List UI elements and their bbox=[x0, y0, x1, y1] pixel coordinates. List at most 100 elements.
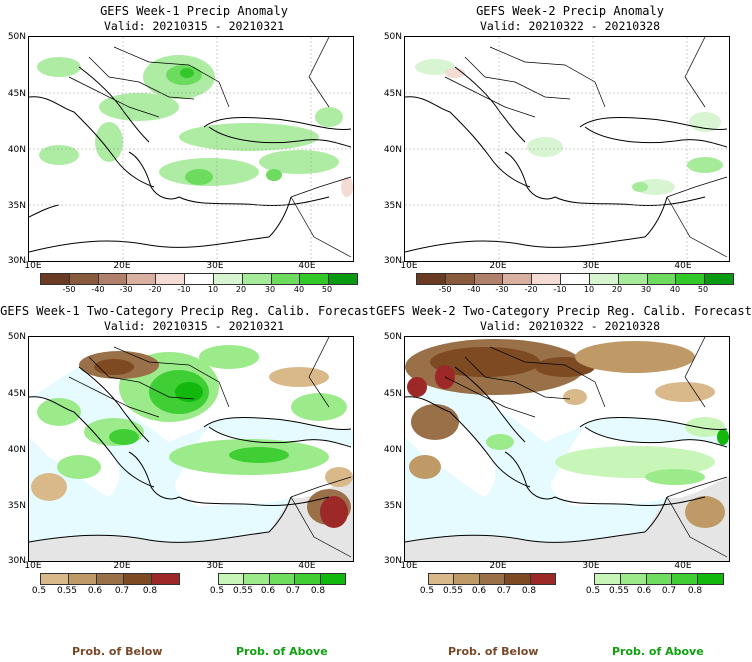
colorbar-tick: 0.5 bbox=[209, 586, 225, 596]
colorbar-tick: 0.55 bbox=[442, 586, 464, 596]
colorbar-tick: 50 bbox=[697, 285, 709, 294]
colorbar-tick: 0.8 bbox=[310, 586, 326, 596]
colorbar-tick: 0.6 bbox=[471, 586, 487, 596]
panel-valid-dates: Valid: 20210322 - 20210328 bbox=[479, 19, 660, 33]
colorbar-tick: -20 bbox=[524, 285, 538, 294]
coastlines bbox=[29, 66, 352, 253]
colorbar-tick: 0.7 bbox=[496, 586, 512, 596]
colorbar-tick: 0.8 bbox=[687, 586, 703, 596]
colorbar-tick: 30 bbox=[264, 285, 276, 294]
lon-label: 20E bbox=[489, 261, 507, 271]
lat-label: 35N bbox=[7, 501, 26, 511]
borders bbox=[68, 37, 352, 258]
colorbar-tick: -20 bbox=[148, 285, 162, 294]
below-colorbar bbox=[40, 573, 180, 585]
panel-title: GEFS Week-2 Two-Category Precip Reg. Cal… bbox=[376, 304, 752, 318]
lat-label: 45N bbox=[383, 89, 402, 99]
colorbar-tick: 40 bbox=[293, 285, 305, 294]
colorbar-tick: 10 bbox=[583, 285, 595, 294]
lon-label: 10E bbox=[400, 561, 418, 571]
colorbar-tick: -50 bbox=[62, 285, 76, 294]
panel-title: GEFS Week-1 Two-Category Precip Reg. Cal… bbox=[0, 304, 376, 318]
lon-label: 20E bbox=[113, 561, 131, 571]
lat-label: 35N bbox=[7, 201, 26, 211]
lat-label: 45N bbox=[7, 89, 26, 99]
above-colorbar bbox=[218, 573, 346, 585]
colorbar-tick: 0.55 bbox=[232, 586, 254, 596]
colorbar-tick: 0.6 bbox=[87, 586, 103, 596]
panel-valid-dates: Valid: 20210315 - 20210321 bbox=[103, 319, 284, 333]
panel-title: GEFS Week-1 Precip Anomaly bbox=[100, 4, 288, 18]
colorbar-tick: 0.7 bbox=[661, 586, 677, 596]
lat-label: 45N bbox=[7, 389, 26, 399]
lon-label: 20E bbox=[489, 561, 507, 571]
lat-label: 40N bbox=[7, 145, 26, 155]
lon-label: 30E bbox=[206, 261, 224, 271]
colorbar-tick: 0.6 bbox=[636, 586, 652, 596]
anomaly-colorbar bbox=[416, 273, 734, 285]
anomaly-map bbox=[404, 36, 730, 262]
lon-label: 10E bbox=[24, 261, 42, 271]
colorbar-tick: -30 bbox=[495, 285, 509, 294]
lon-label: 30E bbox=[582, 561, 600, 571]
colorbar-tick: -40 bbox=[467, 285, 481, 294]
lat-label: 50N bbox=[7, 332, 26, 342]
prob-below-label: Prob. of Below bbox=[72, 645, 163, 658]
colorbar-tick: 0.8 bbox=[142, 586, 158, 596]
panel-valid-dates: Valid: 20210315 - 20210321 bbox=[103, 19, 284, 33]
graticule bbox=[29, 37, 353, 261]
below-colorbar bbox=[428, 573, 556, 585]
lat-label: 40N bbox=[7, 445, 26, 455]
colorbar-tick: 0.5 bbox=[31, 586, 47, 596]
lat-label: 35N bbox=[383, 501, 402, 511]
probability-map bbox=[404, 336, 730, 562]
anomaly-map bbox=[28, 36, 354, 262]
lat-label: 30N bbox=[383, 256, 402, 266]
lat-label: 30N bbox=[7, 556, 26, 566]
colorbar-tick: 0.6 bbox=[260, 586, 276, 596]
lat-label: 50N bbox=[383, 332, 402, 342]
panel-valid-dates: Valid: 20210322 - 20210328 bbox=[479, 319, 660, 333]
colorbar-tick: 0.8 bbox=[521, 586, 537, 596]
colorbar-tick: -50 bbox=[438, 285, 452, 294]
lat-label: 30N bbox=[7, 256, 26, 266]
colorbar-tick: -10 bbox=[177, 285, 191, 294]
colorbar-tick: -30 bbox=[119, 285, 133, 294]
lat-label: 40N bbox=[383, 445, 402, 455]
lat-label: 40N bbox=[383, 145, 402, 155]
colorbar-tick: 10 bbox=[207, 285, 219, 294]
colorbar-tick: 0.55 bbox=[608, 586, 630, 596]
above-colorbar bbox=[594, 573, 724, 585]
lon-label: 40E bbox=[298, 261, 316, 271]
prob-below-label: Prob. of Below bbox=[448, 645, 539, 658]
lat-label: 45N bbox=[383, 389, 402, 399]
colorbar-tick: 0.7 bbox=[285, 586, 301, 596]
lon-label: 40E bbox=[674, 261, 692, 271]
colorbar-tick: 0.5 bbox=[419, 586, 435, 596]
colorbar-tick: -40 bbox=[91, 285, 105, 294]
lon-label: 40E bbox=[674, 561, 692, 571]
lat-label: 30N bbox=[383, 556, 402, 566]
colorbar-tick: 30 bbox=[640, 285, 652, 294]
lon-label: 10E bbox=[24, 561, 42, 571]
panel-week2-probability: GEFS Week-2 Two-Category Precip Reg. Cal… bbox=[376, 300, 752, 600]
lon-label: 10E bbox=[400, 261, 418, 271]
no-data-region bbox=[29, 477, 353, 561]
lat-label: 50N bbox=[383, 32, 402, 42]
lon-label: 20E bbox=[113, 261, 131, 271]
panel-week1-anomaly: GEFS Week-1 Precip Anomaly Valid: 202103… bbox=[0, 0, 376, 300]
panel-title: GEFS Week-2 Precip Anomaly bbox=[476, 4, 664, 18]
panel-week2-anomaly: GEFS Week-2 Precip Anomaly Valid: 202103… bbox=[376, 0, 752, 300]
probability-map bbox=[28, 336, 354, 562]
colorbar-tick: 0.5 bbox=[585, 586, 601, 596]
prob-above-label: Prob. of Above bbox=[612, 645, 704, 658]
colorbar-tick: 0.7 bbox=[114, 586, 130, 596]
lon-label: 30E bbox=[582, 261, 600, 271]
colorbar-tick: 40 bbox=[669, 285, 681, 294]
lon-label: 30E bbox=[206, 561, 224, 571]
colorbar-tick: -10 bbox=[553, 285, 567, 294]
colorbar-tick: 20 bbox=[611, 285, 623, 294]
anomaly-colorbar bbox=[40, 273, 358, 285]
colorbar-tick: 50 bbox=[321, 285, 333, 294]
colorbar-tick: 20 bbox=[235, 285, 247, 294]
